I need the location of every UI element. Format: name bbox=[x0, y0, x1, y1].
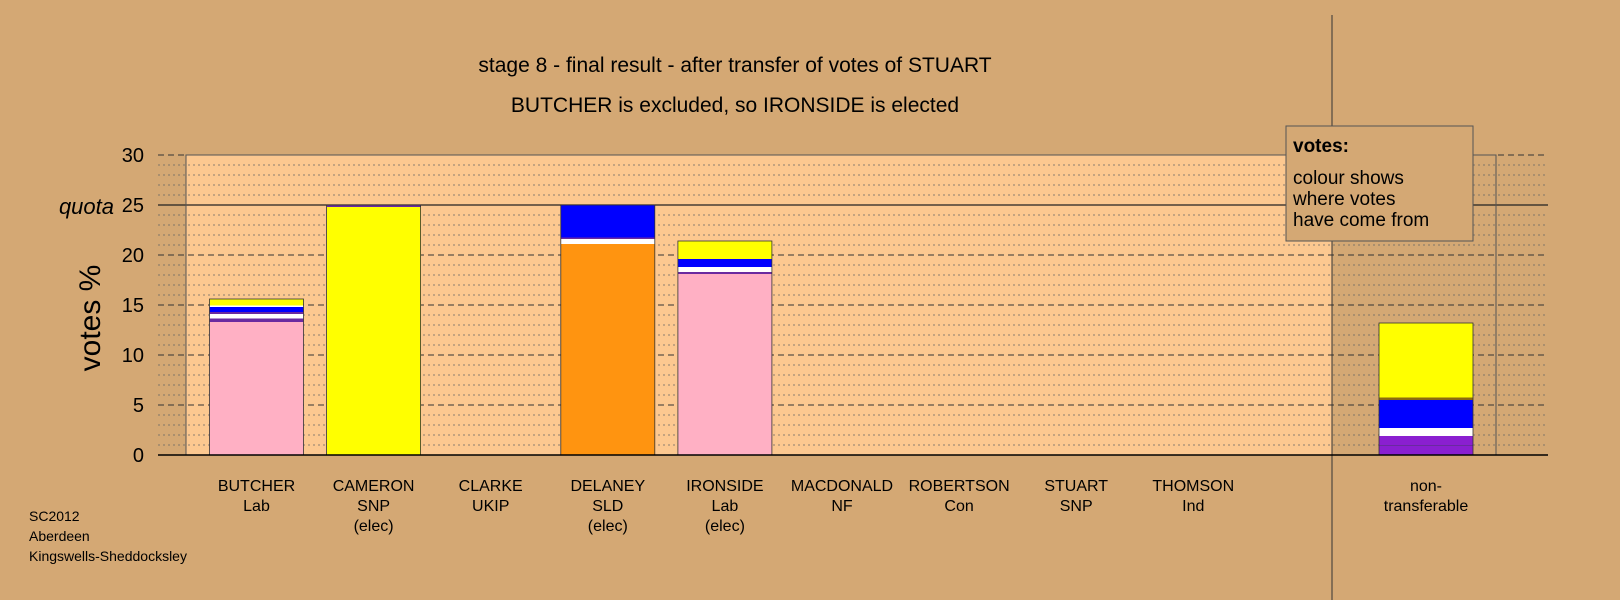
bar-segment bbox=[1379, 446, 1473, 455]
category-label: non- bbox=[1410, 478, 1442, 495]
category-label: SLD bbox=[592, 498, 623, 515]
footer-caption: SC2012 Aberdeen Kingswells-Sheddocksley bbox=[29, 508, 187, 564]
y-tick-label: 25 bbox=[122, 195, 144, 217]
legend-line: have come from bbox=[1293, 210, 1429, 231]
bar-segment bbox=[209, 322, 304, 455]
bar-segment bbox=[1379, 323, 1473, 398]
footer-line: Aberdeen bbox=[29, 528, 90, 544]
bar-segment bbox=[677, 267, 772, 272]
y-tick-label: 30 bbox=[122, 145, 144, 167]
bar-segment bbox=[209, 299, 304, 306]
bar-segment bbox=[1379, 445, 1473, 446]
bar-segment bbox=[326, 205, 421, 207]
category-label: THOMSON bbox=[1152, 478, 1234, 495]
bar-segment bbox=[560, 237, 655, 239]
category-label: (elec) bbox=[354, 518, 394, 535]
bar-segment bbox=[326, 207, 421, 455]
bar-segment bbox=[209, 307, 304, 312]
category-label: CAMERON bbox=[333, 478, 415, 495]
bar-delaney bbox=[560, 204, 656, 456]
category-label: transferable bbox=[1384, 498, 1469, 515]
bar-cameron bbox=[326, 204, 422, 456]
footer-line: SC2012 bbox=[29, 508, 80, 524]
bar-segment bbox=[209, 305, 304, 307]
bar-segment bbox=[1379, 436, 1473, 445]
category-label: UKIP bbox=[472, 498, 509, 515]
category-label: ROBERTSON bbox=[909, 478, 1010, 495]
chart-title: stage 8 - final result - after transfer … bbox=[478, 54, 991, 77]
category-label: Con bbox=[944, 498, 973, 515]
category-label: CLARKE bbox=[459, 478, 523, 495]
legend-line: colour shows bbox=[1293, 168, 1404, 189]
bar-nontransferable bbox=[1378, 322, 1474, 456]
y-tick-label: 20 bbox=[122, 245, 144, 267]
quota-label: quota bbox=[59, 194, 114, 219]
bar-butcher bbox=[209, 298, 304, 456]
y-tick-label: 0 bbox=[133, 445, 144, 467]
bar-segment bbox=[209, 318, 304, 322]
category-label: SNP bbox=[357, 498, 390, 515]
bar-ironside bbox=[677, 240, 773, 456]
bar-segment bbox=[1379, 397, 1473, 400]
y-tick-label: 10 bbox=[122, 345, 144, 367]
legend-box: votes: colour shows where votes have com… bbox=[1285, 125, 1474, 242]
bars bbox=[209, 204, 1474, 456]
bar-segment bbox=[1379, 400, 1473, 428]
bar-segment bbox=[677, 274, 772, 455]
y-axis-label: votes % bbox=[74, 265, 107, 372]
legend-heading: votes: bbox=[1293, 136, 1349, 157]
y-tick-label: 15 bbox=[122, 295, 144, 317]
y-tick-label: 5 bbox=[133, 395, 144, 417]
footer-line: Kingswells-Sheddocksley bbox=[29, 548, 187, 564]
bar-segment bbox=[560, 244, 655, 455]
category-label: BUTCHER bbox=[218, 478, 295, 495]
category-label: MACDONALD bbox=[791, 478, 893, 495]
category-label: STUART bbox=[1044, 478, 1108, 495]
bar-segment bbox=[677, 259, 772, 267]
bar-segment bbox=[560, 239, 655, 244]
category-label: IRONSIDE bbox=[686, 478, 763, 495]
legend-line: where votes bbox=[1292, 189, 1395, 210]
category-label: (elec) bbox=[588, 518, 628, 535]
bar-segment bbox=[209, 312, 304, 314]
category-label: Lab bbox=[712, 498, 739, 515]
bar-segment bbox=[1379, 428, 1473, 436]
category-label: Lab bbox=[243, 498, 270, 515]
category-label: NF bbox=[831, 498, 853, 515]
bar-segment bbox=[677, 272, 772, 274]
legend-frame bbox=[1285, 125, 1474, 242]
category-label: (elec) bbox=[705, 518, 745, 535]
category-label: DELANEY bbox=[570, 478, 645, 495]
category-labels: BUTCHER Lab CAMERON SNP (elec) CLARKE UKIP DELA… bbox=[218, 478, 1469, 535]
category-label: SNP bbox=[1060, 498, 1093, 515]
y-axis-ticks: 0 5 10 15 20 25 30 bbox=[122, 145, 144, 467]
bar-segment bbox=[677, 241, 772, 259]
bar-segment bbox=[560, 205, 655, 238]
bar-segment bbox=[209, 314, 304, 319]
category-label: Ind bbox=[1182, 498, 1204, 515]
chart-subtitle: BUTCHER is excluded, so IRONSIDE is elec… bbox=[511, 94, 959, 117]
